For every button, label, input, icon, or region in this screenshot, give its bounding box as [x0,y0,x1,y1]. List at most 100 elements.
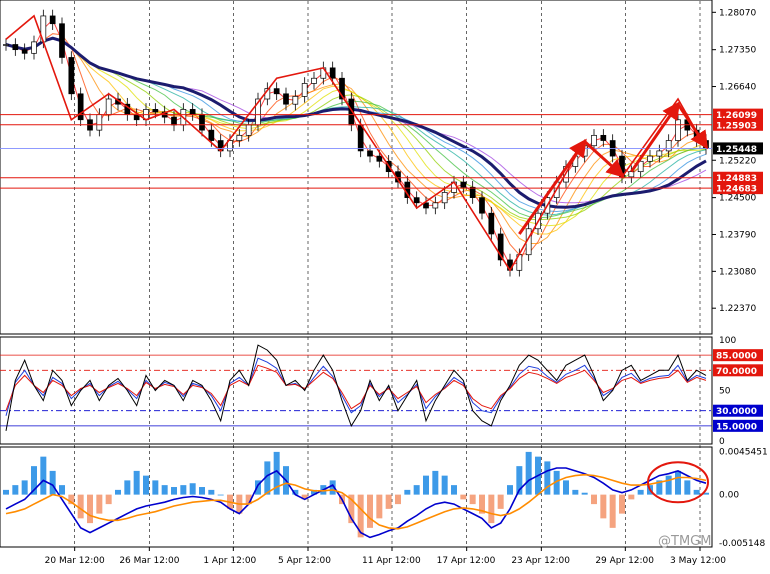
x-tick-label: 26 Mar 12:00 [119,556,179,566]
macd-histogram-bar [367,494,373,528]
macd-histogram-bar [488,494,495,524]
macd-histogram-bar [40,456,47,495]
ribbon-line [5,33,707,256]
candle-body [469,186,476,198]
macd-histogram-bar [703,492,709,495]
candle-body [311,77,317,84]
macd-histogram-bar [348,494,355,524]
macd-histogram-bar [665,475,672,495]
x-tick-label: 17 Apr 12:00 [437,556,496,566]
candle-body [656,150,663,157]
y-tick-label: 1.28070 [719,8,756,18]
current-price-label: 1.25448 [716,145,757,155]
y-tick-label: 1.25220 [719,156,756,166]
oscillator-tick-label: 50 [719,387,731,397]
candle-body [637,160,644,173]
candle-body [600,134,607,141]
macd-histogram-bar [553,470,560,495]
oscillator-tick-label: 100 [719,336,736,346]
candle-body [301,83,308,97]
vertical-grid [74,1,701,546]
candle-body [283,93,289,105]
macd-histogram-bar [77,494,84,519]
y-tick-label: 1.22370 [719,304,756,314]
macd-histogram-bar [684,480,691,495]
candle-body [236,134,243,141]
macd-y-axis: 0.0045451 0.00 -0.005148 [719,447,768,549]
candle-body [413,197,420,204]
macd-histogram-bar [68,494,75,505]
candle-body [21,49,28,54]
candle-body [357,124,364,152]
candle-body [488,212,495,235]
macd-histogram-bar [544,461,551,495]
candle-body [273,88,280,95]
level-label: 1.24683 [716,185,757,195]
macd-histogram-bar [87,494,93,524]
candle-body [227,140,233,152]
candle-body [675,119,681,141]
x-tick-label: 3 May 12:00 [670,556,726,566]
macd-histogram-bar [96,494,103,514]
macd-histogram-bar [49,470,56,495]
macd-histogram-bar [572,489,579,495]
macd-histogram-bar [124,480,131,495]
level-label: 1.26099 [716,111,757,121]
level-badge [713,171,763,184]
candle-body [581,145,588,157]
candle-body [423,202,429,209]
oscillator-level-label: 70.0000 [716,367,757,377]
macd-histogram-bar [432,470,439,495]
candle-body [77,93,84,121]
watermark: @TMGM [658,534,711,549]
macd-histogram-bar [591,494,597,505]
candle-body [376,155,383,162]
candle-body [49,15,56,25]
macd-histogram-bar [451,485,457,495]
x-tick-label: 5 Apr 12:00 [278,556,331,566]
trend-arrow [518,138,587,235]
ribbon-line [5,37,707,221]
oscillator-y-axis: 85.0000 70.0000 30.0000 15.0000 100 50 0 [713,336,763,447]
price-plot [0,9,712,277]
macd-histogram-bar [609,494,616,528]
macd-histogram-bar [245,494,252,505]
candle-body [432,202,439,209]
macd-histogram-bar [404,489,411,495]
trend-arrow [630,101,681,173]
candle-body [105,98,112,115]
y-tick-label: 1.26640 [719,83,756,93]
macd-histogram-bar [619,494,625,514]
macd-tick-label: 0.0045451 [719,447,768,457]
macd-histogram-bar [208,489,215,495]
macd-histogram-bar [59,485,65,495]
macd-histogram-bar [637,489,644,495]
macd-histogram-bar [199,487,205,495]
macd-histogram-bar [357,494,364,538]
level-badge [713,118,763,131]
price-panel [0,0,713,335]
macd-tick-label: -0.005148 [719,539,765,549]
oscillator-level-badge [713,364,763,377]
y-tick-label: 1.23080 [719,267,756,277]
macd-histogram-bar [255,480,261,495]
macd-histogram-bar [105,494,112,505]
macd-histogram-bar [189,483,196,495]
x-tick-label: 23 Apr 12:00 [511,556,570,566]
level-label: 1.25903 [716,121,757,131]
oscillator-level-label: 15.0000 [716,422,757,432]
candle-body [3,44,9,46]
macd-histogram-bar [460,494,467,500]
x-tick-label: 20 Mar 12:00 [45,556,105,566]
time-x-axis: 20 Mar 12:00 26 Mar 12:00 1 Apr 12:00 5 Apr… [45,547,726,566]
macd-tick-label: 0.00 [719,491,739,501]
macd-histogram-bar [3,489,9,495]
macd-plot [3,451,709,539]
oscillator-line [5,344,707,431]
macd-histogram-bar [516,466,523,495]
current-price-badge [713,142,763,155]
macd-histogram-bar [563,480,569,495]
macd-histogram-bar [693,489,700,495]
slow-moving-average [5,36,707,209]
